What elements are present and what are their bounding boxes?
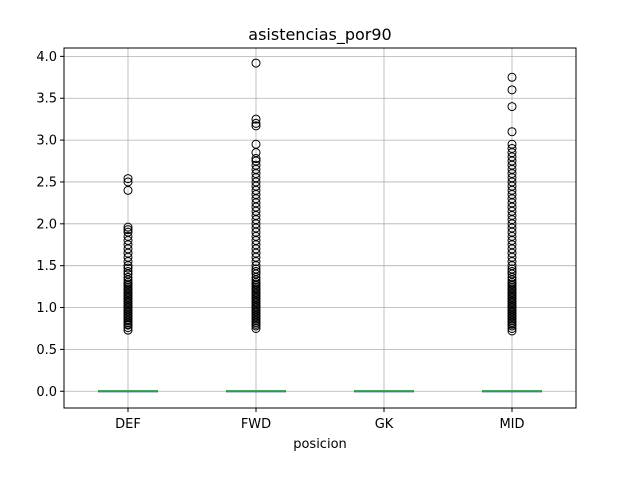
outlier-point	[251, 154, 261, 164]
box-fwd	[225, 58, 287, 393]
x-axis: DEF FWD GK MID	[115, 408, 525, 432]
axes-frame	[63, 47, 577, 409]
outlier-point	[507, 143, 517, 153]
chart-title: asistencias_por90	[248, 25, 391, 45]
y-tick-label: 0.0	[36, 385, 57, 400]
y-tick-label: 1.0	[36, 301, 57, 316]
outlier-point	[251, 58, 261, 68]
x-tick-label: GK	[375, 417, 394, 432]
outlier-point	[507, 127, 517, 137]
outlier-point	[251, 267, 261, 277]
outlier-point	[507, 267, 517, 277]
box-def	[97, 174, 159, 393]
grid-lines	[64, 48, 576, 408]
outlier-point	[507, 102, 517, 112]
outlier-point	[251, 114, 261, 124]
x-tick-label: MID	[499, 417, 524, 432]
outlier-point	[123, 227, 133, 237]
y-tick-label: 3.0	[36, 134, 57, 149]
outlier-point	[251, 160, 261, 170]
x-axis-label: posicion	[293, 437, 347, 452]
plot-area	[97, 58, 543, 393]
outlier-point	[507, 139, 517, 149]
x-tick-label: FWD	[241, 417, 271, 432]
y-tick-label: 2.0	[36, 217, 57, 232]
outlier-point	[251, 139, 261, 149]
outlier-point	[251, 121, 261, 131]
y-tick-label: 0.5	[36, 343, 57, 358]
outlier-point	[251, 118, 261, 128]
y-tick-label: 1.5	[36, 259, 57, 274]
outlier-point	[123, 267, 133, 277]
outlier-point	[123, 225, 133, 235]
outlier-point	[507, 85, 517, 95]
box-mid	[481, 72, 543, 393]
outlier-point	[123, 174, 133, 184]
outlier-point	[123, 222, 133, 232]
outlier-point	[123, 177, 133, 187]
y-tick-label: 3.5	[36, 92, 57, 107]
y-axis: 0.0 0.5 1.0 1.5 2.0 2.5 3.0 3.5 4.0	[36, 50, 64, 400]
outlier-point	[123, 272, 133, 282]
y-tick-label: 4.0	[36, 50, 57, 65]
outlier-point	[123, 263, 133, 273]
x-tick-label: DEF	[115, 417, 141, 432]
outlier-point	[507, 72, 517, 82]
outlier-point	[123, 231, 133, 241]
box-gk	[353, 390, 415, 393]
y-tick-label: 2.5	[36, 175, 57, 190]
